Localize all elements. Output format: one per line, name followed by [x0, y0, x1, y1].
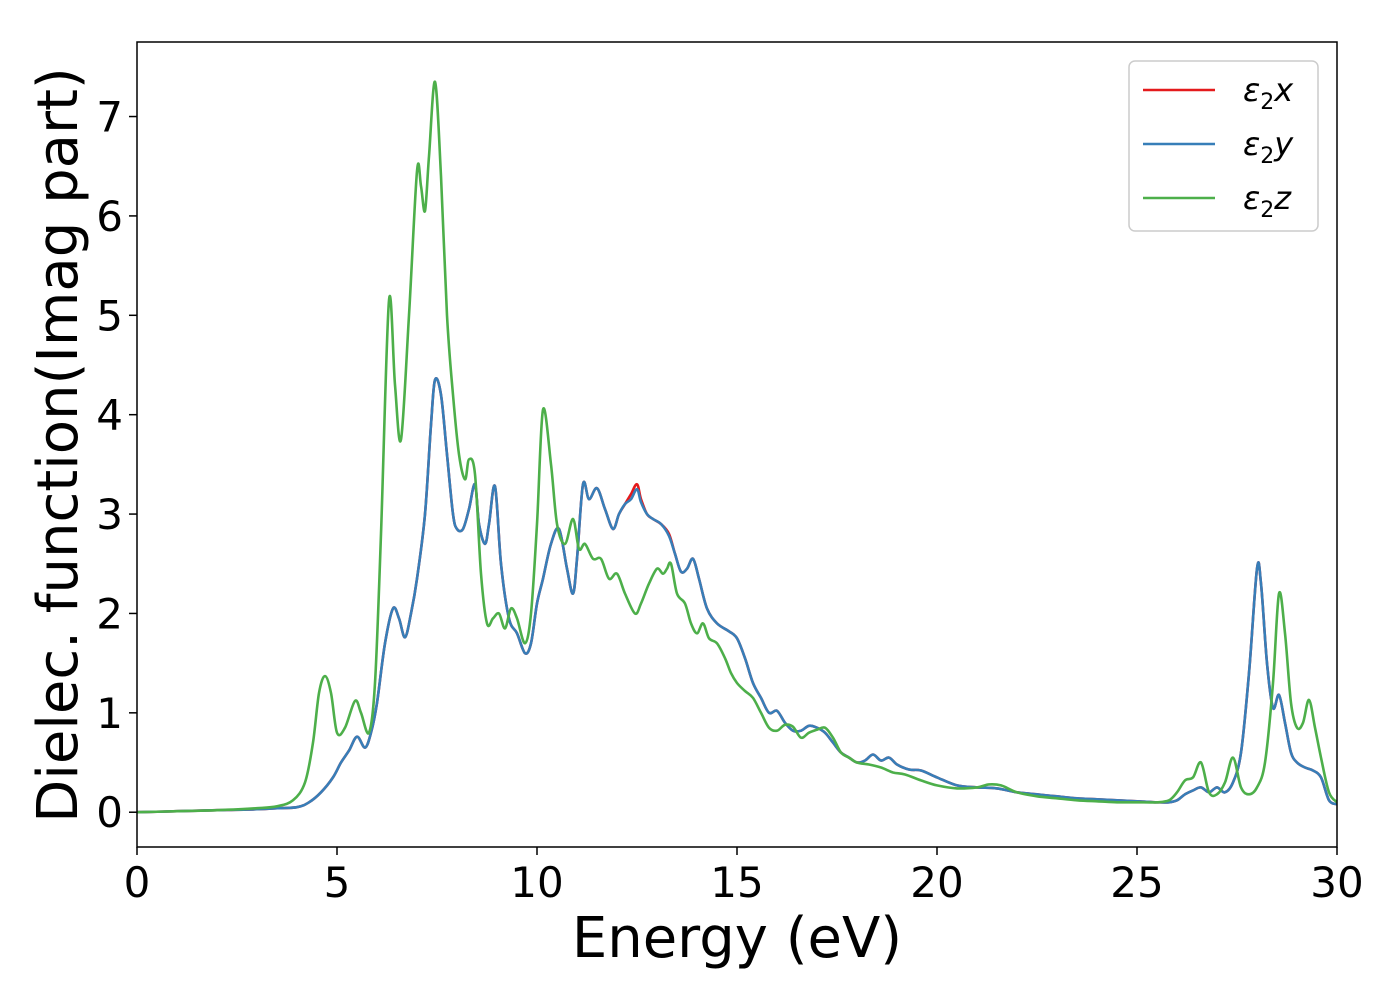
- legend-label-y: ε2y: [1243, 125, 1294, 169]
- legend: ε2x ε2y ε2z: [1128, 60, 1319, 232]
- x-tick-label: 30: [1310, 858, 1363, 907]
- y-tick-label: 2: [96, 589, 123, 638]
- x-tick-label: 25: [1110, 858, 1163, 907]
- x-axis-label: Energy (eV): [572, 906, 902, 971]
- legend-box: [1128, 60, 1319, 232]
- series-line-z: [137, 80, 1337, 814]
- y-tick-label: 6: [96, 192, 123, 241]
- y-tick-label: 7: [96, 93, 123, 142]
- x-axis-ticks: 0 5 10 15 20 25 30: [124, 847, 1364, 907]
- series-layer: [137, 80, 1337, 814]
- x-tick-label: 5: [324, 858, 351, 907]
- y-axis-label: Dielec. function(Imag part): [26, 67, 91, 823]
- legend-label-x: ε2x: [1243, 71, 1294, 115]
- x-tick-label: 20: [910, 858, 963, 907]
- y-axis-ticks: 0 1 2 3 4 5 6 7: [96, 93, 137, 837]
- y-tick-label: 0: [96, 788, 123, 837]
- legend-label-z: ε2z: [1243, 179, 1292, 223]
- series-line-y: [137, 377, 1337, 814]
- y-tick-label: 1: [96, 689, 123, 738]
- y-tick-label: 4: [96, 391, 123, 440]
- series-line-x: [137, 377, 1337, 814]
- y-tick-label: 5: [96, 291, 123, 340]
- y-tick-label: 3: [96, 490, 123, 539]
- x-tick-label: 10: [510, 858, 563, 907]
- x-tick-label: 0: [124, 858, 151, 907]
- x-tick-label: 15: [710, 858, 763, 907]
